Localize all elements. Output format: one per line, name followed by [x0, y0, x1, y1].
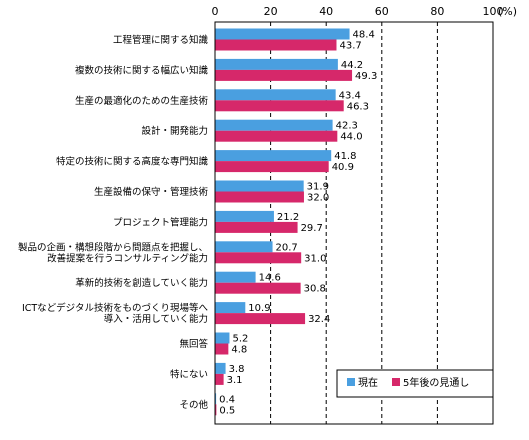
bar	[215, 282, 301, 294]
data-label: 30.8	[304, 284, 326, 295]
legend: 現在 5年後の見通し	[336, 369, 494, 398]
bar	[215, 69, 353, 81]
bar	[215, 161, 329, 173]
bar	[215, 393, 217, 405]
x-tick-label: 40	[319, 5, 333, 18]
category-label: 特にない	[170, 368, 208, 380]
legend-label-5yr-outlook: 5年後の見通し	[403, 376, 469, 389]
data-label: 14.6	[259, 273, 281, 284]
value-labels: 48.443.7 44.249.3 43.446.3 42.344.0 41.840.9…	[219, 30, 377, 417]
bar	[215, 28, 350, 40]
bar	[215, 150, 332, 162]
bar	[215, 119, 333, 131]
category-label: 製品の企画・構想段階から問題点を把握し、	[18, 241, 208, 253]
bar	[215, 404, 217, 416]
data-label: 32.0	[307, 193, 329, 204]
data-label: 43.7	[339, 41, 361, 52]
data-label: 48.4	[353, 30, 375, 41]
bar	[215, 58, 338, 70]
category-label: 生産設備の保守・管理技術	[94, 186, 209, 198]
plot-frame	[214, 21, 494, 425]
bar	[215, 100, 344, 112]
bars	[215, 28, 353, 416]
bar	[215, 191, 304, 203]
bar	[215, 180, 304, 192]
category-labels: 工程管理に関する知識複数の技術に関する幅広い知識生産の最適化のための生産技術設計…	[18, 34, 209, 411]
category-label: 導入・活用していく能力	[104, 313, 208, 325]
x-tick-labels: 0 20 40 60 80 100(%)	[212, 5, 518, 18]
data-label: 0.5	[219, 405, 235, 416]
data-label: 44.2	[341, 60, 363, 71]
bar	[215, 271, 256, 283]
data-label: 46.3	[347, 101, 369, 112]
data-label: 41.8	[334, 151, 356, 162]
data-label: 5.2	[232, 334, 248, 345]
legend-box	[336, 369, 494, 398]
bar	[215, 130, 338, 142]
bar	[215, 221, 298, 233]
data-label: 3.8	[229, 364, 245, 375]
data-label: 42.3	[336, 121, 358, 132]
bar	[215, 373, 224, 385]
data-label: 29.7	[301, 223, 323, 234]
data-label: 43.4	[339, 90, 361, 101]
x-tick-label: 0	[212, 5, 219, 18]
data-label: 10.9	[248, 303, 270, 314]
bar	[215, 302, 246, 314]
data-label: 0.4	[219, 394, 235, 405]
bar	[215, 241, 273, 253]
bar	[215, 313, 306, 325]
data-label: 44.0	[340, 132, 362, 143]
bar	[215, 332, 230, 344]
category-label: 設計・開発能力	[141, 125, 208, 137]
bar	[215, 362, 226, 374]
category-label: 工程管理に関する知識	[113, 34, 209, 46]
bar	[215, 343, 229, 355]
bar	[215, 252, 302, 264]
data-label: 21.2	[277, 212, 299, 223]
category-label: 改善提案を行うコンサルティング能力	[47, 252, 208, 264]
legend-label-current: 現在	[358, 377, 378, 389]
category-label: 革新的技術を創造していく能力	[75, 277, 208, 289]
data-label: 4.8	[231, 345, 247, 356]
gridlines	[270, 22, 438, 424]
legend-swatch-current	[347, 378, 355, 386]
legend-swatch-5yr-outlook	[392, 378, 400, 386]
x-tick-label: 100	[483, 5, 504, 18]
data-label: 32.4	[308, 314, 330, 325]
category-label: 複数の技術に関する幅広い知識	[75, 64, 209, 76]
data-label: 31.9	[307, 182, 329, 193]
data-label: 49.3	[355, 71, 377, 82]
bar	[215, 210, 274, 222]
x-tick-label: 80	[430, 5, 444, 18]
category-label: プロジェクト管理能力	[113, 216, 208, 228]
data-label: 31.0	[304, 253, 326, 264]
category-label: 生産の最適化のための生産技術	[75, 95, 209, 107]
x-axis-unit: (%)	[498, 5, 517, 18]
data-label: 40.9	[332, 162, 354, 173]
category-label: ICTなどデジタル技術をものづくり現場等へ	[22, 302, 209, 314]
x-tick-label: 20	[264, 5, 278, 18]
bar	[215, 89, 336, 101]
data-label: 3.1	[227, 375, 243, 386]
category-label: 無回答	[179, 338, 208, 350]
x-tick-label: 60	[375, 5, 389, 18]
axes	[214, 21, 494, 425]
data-label: 20.7	[276, 242, 298, 253]
category-label: その他	[179, 399, 208, 411]
category-label: 特定の技術に関する高度な専門知識	[56, 156, 209, 168]
bar	[215, 39, 337, 51]
